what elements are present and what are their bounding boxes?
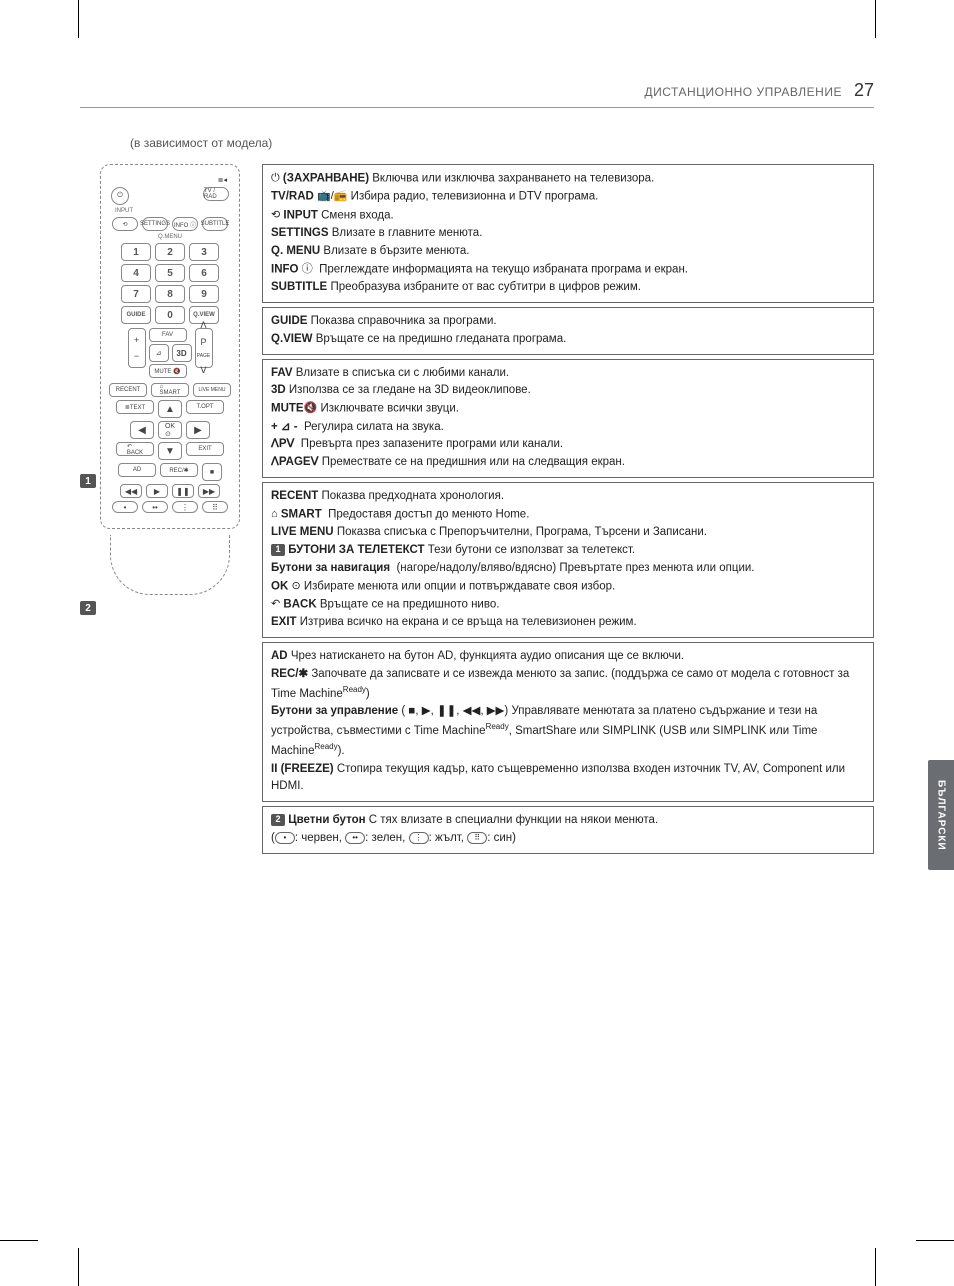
red-button: • (112, 501, 138, 513)
remote-illustration: 1 2 ≣◂ ⏻ TV / RAD INPUT ⟲ SETTINGS INFO … (80, 164, 250, 595)
box-5: AD Чрез натискането на бутон AD, функция… (262, 642, 874, 802)
settings-button: SETTINGS (142, 217, 168, 231)
input-label: INPUT (107, 208, 233, 214)
yellow-button: ⋮ (172, 501, 198, 513)
language-tab: БЪЛГАРСКИ (928, 760, 954, 870)
num-1: 1 (121, 243, 151, 261)
guide-button: GUIDE (121, 306, 151, 324)
num-5: 5 (155, 264, 185, 282)
smart-button: ⌂SMART (151, 383, 189, 397)
box-2: GUIDE Показва справочника за програми. Q… (262, 307, 874, 355)
num-6: 6 (189, 264, 219, 282)
page-rocker: ᐱPPAGEᐯ (195, 328, 213, 368)
num-4: 4 (121, 264, 151, 282)
badge-2: 2 (271, 814, 285, 826)
qmenu-label: Q.MENU (107, 234, 233, 240)
callout-2: 2 (80, 601, 96, 615)
num-9: 9 (189, 285, 219, 303)
vol-icon: ⊿ (149, 344, 169, 362)
section-title: ДИСТАНЦИОННО УПРАВЛЕНИЕ (645, 85, 842, 99)
stop-icon: ■ (202, 463, 222, 481)
topt-button: T.OPT (186, 400, 224, 414)
red-chip: • (275, 832, 295, 844)
info-icon: ⓘ (302, 261, 313, 278)
rewind-icon: ◀◀ (120, 484, 142, 498)
green-chip: •• (345, 832, 365, 844)
text-button: ≣TEXT (116, 400, 154, 414)
yellow-chip: ⋮ (409, 832, 429, 844)
blue-chip: ⠿ (467, 832, 487, 844)
mute-button: MUTE 🔇 (149, 364, 187, 378)
3d-button: 3D (172, 344, 192, 362)
badge-1: 1 (271, 544, 285, 556)
num-8: 8 (155, 285, 185, 303)
description-column: ⏻ (ЗАХРАНВАНЕ) Включва или изключва захр… (262, 164, 874, 854)
tv-icon: 📺/📻 (317, 188, 347, 205)
pause-icon: ❚❚ (172, 484, 194, 498)
exit-button: EXIT (186, 442, 224, 456)
recent-button: RECENT (109, 383, 147, 397)
home-icon: ⌂ (271, 506, 278, 523)
ad-button: AD (118, 463, 156, 477)
num-2: 2 (155, 243, 185, 261)
input-button: ⟲ (112, 217, 138, 231)
ok-button: OK⊙ (158, 421, 182, 439)
green-button: •• (142, 501, 168, 513)
page-content: ДИСТАНЦИОННО УПРАВЛЕНИЕ 27 (в зависимост… (80, 80, 874, 854)
subtitle-note: (в зависимост от модела) (130, 136, 874, 150)
box-6: 2 Цветни бутон С тях влизате в специални… (262, 806, 874, 854)
box-4: RECENT Показва предходната хронология. ⌂… (262, 482, 874, 638)
blue-button: ⠿ (202, 501, 228, 513)
callout-1: 1 (80, 474, 96, 488)
box-1: ⏻ (ЗАХРАНВАНЕ) Включва или изключва захр… (262, 164, 874, 303)
livemenu-button: LIVE MENU (193, 383, 231, 397)
forward-icon: ▶▶ (198, 484, 220, 498)
input-icon: ⟲ (271, 207, 280, 224)
num-0: 0 (155, 306, 185, 324)
volume-rocker: +− (128, 328, 146, 368)
nav-down-icon: ▼ (158, 442, 182, 460)
subtitle-button: SUBTITLE (202, 217, 228, 231)
page-number: 27 (854, 80, 874, 101)
power-icon: ⏻ (271, 170, 280, 187)
rec-button: REC/✱ (160, 463, 198, 477)
nav-left-icon: ◀ (130, 421, 154, 439)
info-button: INFO ⓘ (172, 217, 198, 231)
power-icon: ⏻ (111, 187, 129, 205)
ok-icon: ⊙ (291, 578, 300, 595)
num-3: 3 (189, 243, 219, 261)
play-icon: ▶ (146, 484, 168, 498)
mute-icon: 🔇 (304, 400, 318, 417)
fav-button: FAV (149, 328, 187, 342)
nav-right-icon: ▶ (186, 421, 210, 439)
box-3: FAV Влизате в списъка си с любими канали… (262, 359, 874, 478)
num-7: 7 (121, 285, 151, 303)
nav-up-icon: ▲ (158, 400, 182, 418)
page-header: ДИСТАНЦИОННО УПРАВЛЕНИЕ 27 (80, 80, 874, 108)
tvrad-button: TV / RAD (203, 187, 229, 201)
back-icon: ↶ (271, 596, 280, 613)
back-button: ↶BACK (116, 442, 154, 456)
